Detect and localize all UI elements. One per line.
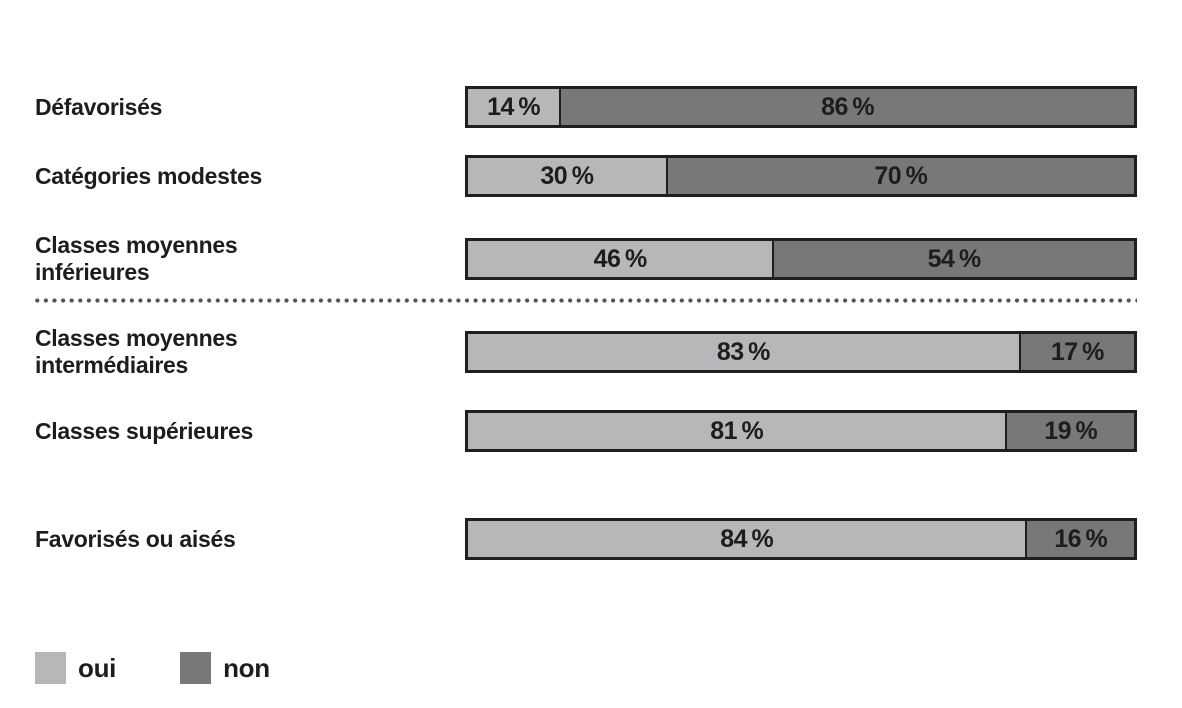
category-label-line: Classes supérieures [35, 417, 254, 444]
segment-oui: 46 % [468, 241, 775, 277]
legend-swatch-non [180, 652, 212, 684]
segment-value-label: 86 % [821, 92, 875, 121]
segment-value-label: 81 % [710, 416, 764, 445]
segment-oui: 84 % [468, 521, 1028, 557]
bar-row: 46 % 54 % [465, 238, 1137, 280]
bar-row: 84 % 16 % [465, 518, 1137, 560]
category-label-line: intermédiaires [35, 352, 189, 378]
category-label-line: Favorisés ou aisés [35, 525, 236, 552]
segment-value-label: 16 % [1054, 524, 1108, 553]
segment-value-label: 30 % [540, 161, 594, 190]
category-label-line: Catégories modestes [35, 162, 262, 189]
segment-value-label: 17 % [1050, 337, 1105, 366]
segment-value-label: 19 % [1044, 416, 1098, 445]
legend-item-oui: oui [35, 652, 116, 684]
segment-non: 54 % [774, 241, 1134, 277]
segment-value-label: 70 % [874, 161, 928, 190]
segment-non: 17 % [1020, 334, 1134, 370]
legend-label-oui: oui [78, 652, 117, 683]
bar-row: 83 % 17 % [465, 331, 1137, 373]
legend-swatch-oui [35, 652, 66, 684]
legend: oui non [35, 652, 270, 684]
bar-row: 30 % 70 % [465, 155, 1137, 197]
segment-oui: 81 % [468, 413, 1008, 449]
segment-value-label: 46 % [593, 244, 648, 273]
category-label: Défavorisés [35, 86, 445, 128]
segment-oui: 30 % [468, 158, 668, 194]
segment-non: 16 % [1027, 521, 1134, 557]
category-label-line: inférieures [35, 259, 150, 285]
category-label: Catégories modestes [35, 155, 445, 197]
category-label-line: Classes moyennes [35, 232, 238, 258]
segment-oui: 83 % [468, 334, 1021, 370]
legend-item-non: non [180, 652, 270, 684]
segment-oui: 14 % [468, 89, 562, 125]
category-label: Classes moyennes intermédiaires [35, 325, 445, 378]
segment-value-label: 14 % [487, 92, 541, 121]
segment-value-label: 83 % [716, 337, 771, 366]
segment-non: 70 % [667, 158, 1134, 194]
category-label-line: Défavorisés [35, 93, 163, 120]
legend-label-non: non [223, 652, 270, 683]
dotted-separator [33, 297, 1137, 304]
bar-row: 14 % 86 % [465, 86, 1137, 128]
segment-non: 86 % [561, 89, 1134, 125]
category-label: Classes moyennes inférieures [35, 232, 445, 285]
category-label: Classes supérieures [35, 410, 445, 452]
category-label-line: Classes moyennes [35, 325, 238, 351]
segment-non: 19 % [1007, 413, 1134, 449]
category-label: Favorisés ou aisés [35, 518, 445, 560]
segment-value-label: 84 % [720, 524, 774, 553]
segment-value-label: 54 % [927, 244, 982, 273]
bar-row: 81 % 19 % [465, 410, 1137, 452]
